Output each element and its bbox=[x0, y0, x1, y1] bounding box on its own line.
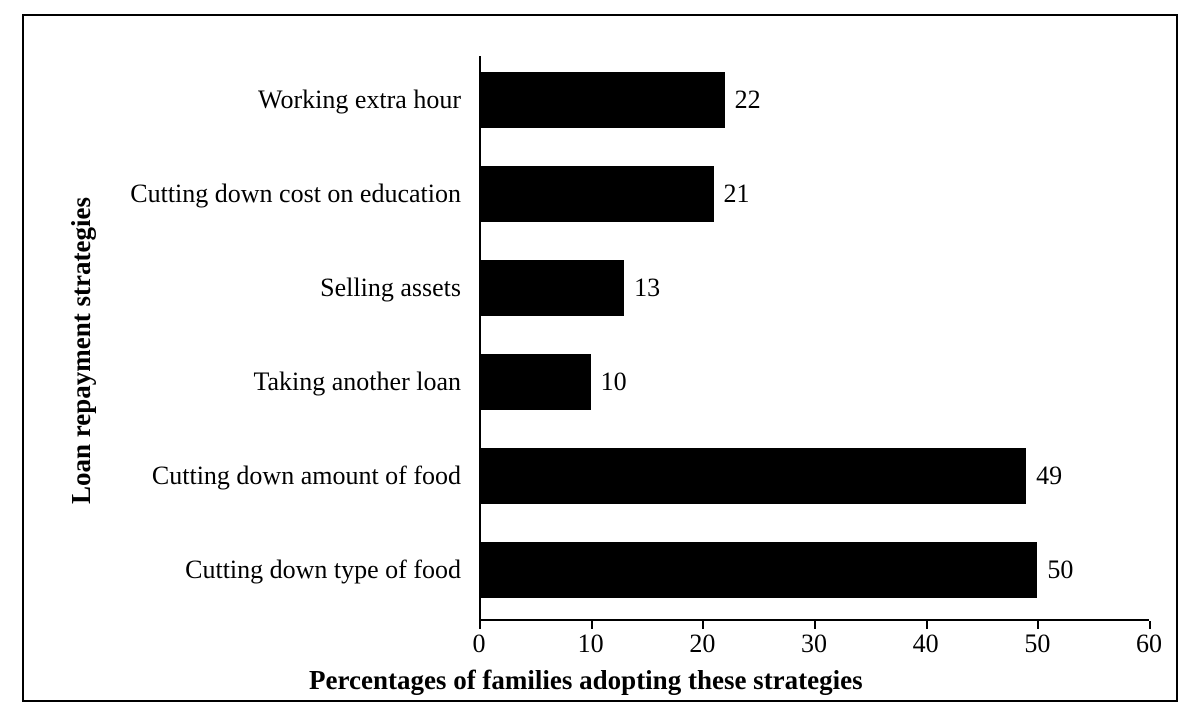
x-tick bbox=[814, 621, 816, 629]
bar-value-label: 10 bbox=[601, 367, 627, 397]
category-label: Taking another loan bbox=[253, 367, 461, 397]
bar-value-label: 49 bbox=[1036, 461, 1062, 491]
x-tick-label: 20 bbox=[689, 629, 715, 659]
bar-row: 10Taking another loan bbox=[479, 354, 1149, 410]
bar-value-label: 21 bbox=[724, 179, 750, 209]
y-axis-line bbox=[479, 56, 481, 621]
x-tick bbox=[591, 621, 593, 629]
x-tick-label: 0 bbox=[473, 629, 486, 659]
bar-row: 21Cutting down cost on education bbox=[479, 166, 1149, 222]
category-label: Cutting down type of food bbox=[185, 555, 461, 585]
category-label: Selling assets bbox=[320, 273, 461, 303]
bar-value-label: 50 bbox=[1047, 555, 1073, 585]
bar-row: 22Working extra hour bbox=[479, 72, 1149, 128]
bar: 13 bbox=[481, 260, 624, 316]
bar-row: 49Cutting down amount of food bbox=[479, 448, 1149, 504]
x-tick-label: 30 bbox=[801, 629, 827, 659]
x-tick bbox=[926, 621, 928, 629]
bar: 22 bbox=[481, 72, 725, 128]
x-axis-title: Percentages of families adopting these s… bbox=[309, 665, 863, 696]
bar: 10 bbox=[481, 354, 591, 410]
bar: 50 bbox=[481, 542, 1037, 598]
bar: 49 bbox=[481, 448, 1026, 504]
x-tick-label: 10 bbox=[578, 629, 604, 659]
plot-area: 010203040506022Working extra hour21Cutti… bbox=[479, 56, 1149, 621]
x-tick-label: 60 bbox=[1136, 629, 1162, 659]
bar-value-label: 22 bbox=[735, 85, 761, 115]
bar-value-label: 13 bbox=[634, 273, 660, 303]
x-tick-label: 50 bbox=[1024, 629, 1050, 659]
x-tick bbox=[1037, 621, 1039, 629]
x-tick-label: 40 bbox=[913, 629, 939, 659]
x-tick bbox=[1149, 621, 1151, 629]
category-label: Cutting down cost on education bbox=[130, 179, 461, 209]
bar: 21 bbox=[481, 166, 714, 222]
x-tick bbox=[702, 621, 704, 629]
chart-frame: Loan repayment strategies 0 10 20 30 40 50 60 2… bbox=[22, 14, 1178, 702]
bar-row: 50Cutting down type of food bbox=[479, 542, 1149, 598]
x-tick bbox=[479, 621, 481, 629]
category-label: Working extra hour bbox=[258, 85, 461, 115]
bar-row: 13Selling assets bbox=[479, 260, 1149, 316]
category-label: Cutting down amount of food bbox=[152, 461, 461, 491]
y-axis-title: Loan repayment strategies bbox=[66, 197, 97, 504]
